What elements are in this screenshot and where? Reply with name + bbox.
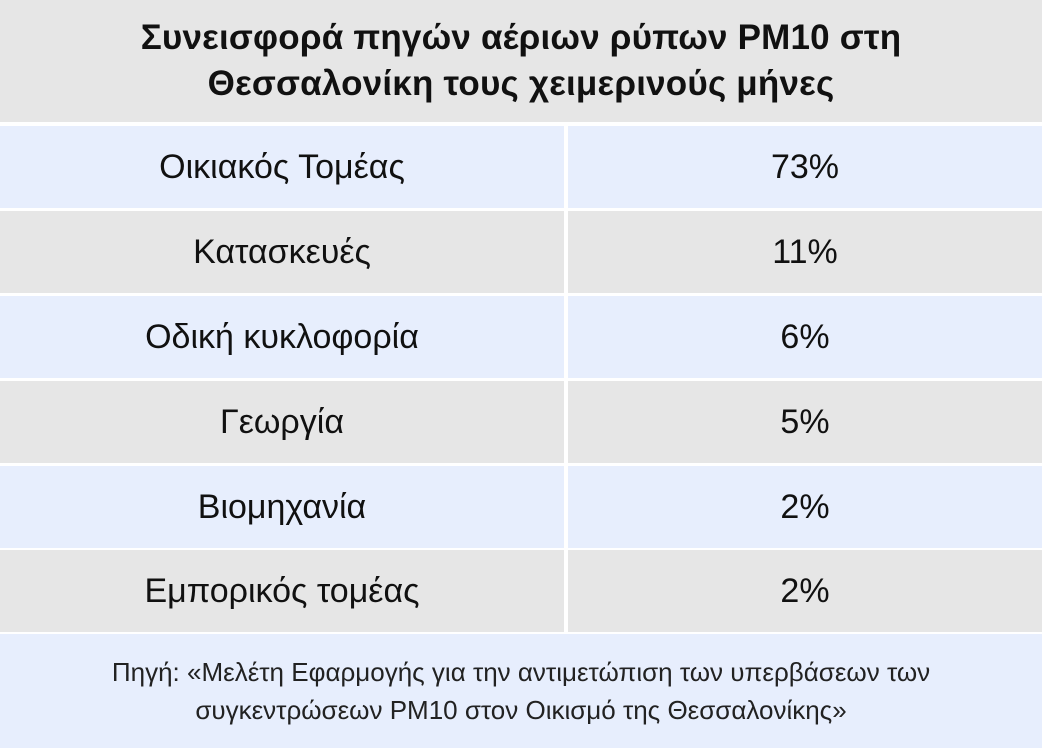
table-row: Γεωργία 5% — [0, 381, 1042, 463]
table-title: Συνεισφορά πηγών αέριων ρύπων PM10 στη Θ… — [0, 0, 1042, 122]
row-value: 6% — [568, 296, 1042, 378]
table-title-text: Συνεισφορά πηγών αέριων ρύπων PM10 στη Θ… — [141, 15, 902, 107]
source-note-text: Πηγή: «Μελέτη Εφαρμογής για την αντιμετώ… — [112, 653, 930, 729]
row-value: 2% — [568, 550, 1042, 632]
row-label: Οδική κυκλοφορία — [0, 296, 564, 378]
row-label: Γεωργία — [0, 381, 564, 463]
table-row: Οδική κυκλοφορία 6% — [0, 296, 1042, 378]
table-title-line-1: Συνεισφορά πηγών αέριων ρύπων PM10 στη — [140, 18, 902, 57]
row-value: 11% — [568, 211, 1042, 293]
table-title-line-2: Θεσσαλονίκη τους χειμερινούς μήνες — [207, 64, 835, 103]
row-value: 5% — [568, 381, 1042, 463]
row-label: Εμπορικός τομέας — [0, 550, 564, 632]
row-label: Βιομηχανία — [0, 466, 564, 548]
table-row: Εμπορικός τομέας 2% — [0, 550, 1042, 632]
row-value: 2% — [568, 466, 1042, 548]
table-row: Οικιακός Τομέας 73% — [0, 126, 1042, 208]
row-label: Κατασκευές — [0, 211, 564, 293]
table-row: Κατασκευές 11% — [0, 211, 1042, 293]
row-label: Οικιακός Τομέας — [0, 126, 564, 208]
row-value: 73% — [568, 126, 1042, 208]
source-line-2: συγκεντρώσεων PM10 στον Οικισμό της Θεσσ… — [195, 695, 847, 725]
source-line-1: Πηγή: «Μελέτη Εφαρμογής για την αντιμετώ… — [111, 657, 931, 687]
source-note: Πηγή: «Μελέτη Εφαρμογής για την αντιμετώ… — [0, 634, 1042, 748]
table-row: Βιομηχανία 2% — [0, 466, 1042, 548]
